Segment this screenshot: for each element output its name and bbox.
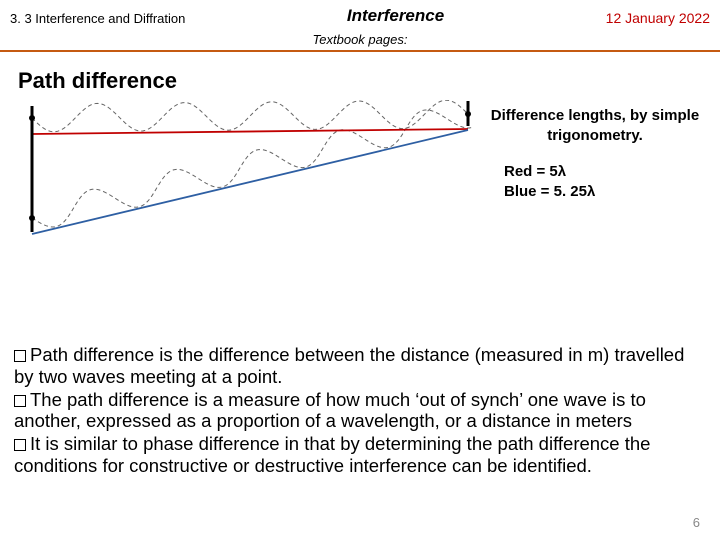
section-label: 3. 3 Interference and Diffration	[10, 11, 185, 26]
bullet-3-text: It is similar to phase difference in tha…	[14, 433, 650, 476]
slide-title: Path difference	[0, 60, 720, 100]
checkbox-icon	[14, 395, 26, 407]
page-number: 6	[693, 515, 700, 530]
red-lambda: Red = 5λ	[504, 162, 595, 182]
slide-topic: Interference	[347, 6, 444, 26]
bullet-2: The path difference is a measure of how …	[14, 389, 706, 433]
diagram-caption: Difference lengths, by simple trigonomet…	[490, 106, 700, 145]
checkbox-icon	[14, 439, 26, 451]
wave-diagram	[26, 100, 476, 295]
checkbox-icon	[14, 350, 26, 362]
bullet-3: It is similar to phase difference in tha…	[14, 433, 706, 477]
bullet-1-text: Path difference is the difference betwee…	[14, 344, 684, 387]
blue-lambda: Blue = 5. 25λ	[504, 182, 595, 202]
bullet-2-text: The path difference is a measure of how …	[14, 389, 646, 432]
header-rule	[0, 50, 720, 52]
bullet-list: Path difference is the difference betwee…	[14, 344, 706, 478]
textbook-pages-label: Textbook pages:	[0, 30, 720, 48]
slide-date: 12 January 2022	[606, 10, 710, 26]
lambda-values: Red = 5λ Blue = 5. 25λ	[504, 162, 595, 201]
bullet-1: Path difference is the difference betwee…	[14, 344, 706, 388]
